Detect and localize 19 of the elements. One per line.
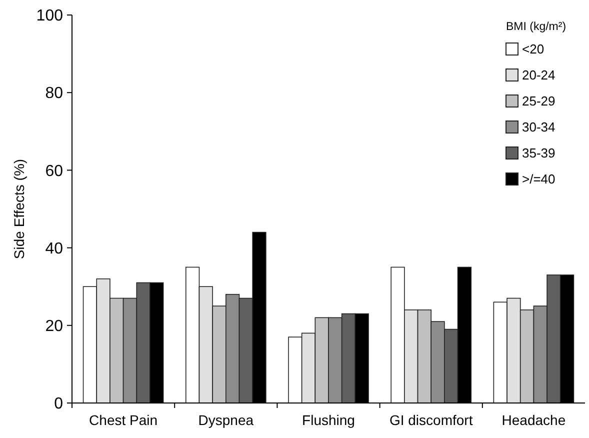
- y-tick-label: 20: [45, 318, 64, 335]
- y-axis-title: Side Effects (%): [11, 158, 27, 260]
- x-tick-label: GI discomfort: [389, 412, 473, 428]
- legend-label: 20-24: [522, 68, 556, 83]
- legend-label: 30-34: [522, 120, 556, 135]
- x-tick-label: Chest Pain: [89, 412, 158, 428]
- legend-label: <20: [522, 42, 544, 57]
- y-tick-label: 40: [45, 240, 64, 258]
- y-tick-label: 100: [36, 8, 64, 25]
- x-tick-label: Flushing: [302, 412, 355, 428]
- y-tick-label: 0: [54, 396, 64, 413]
- legend-label: 35-39: [522, 146, 556, 161]
- x-tick-label: Dyspnea: [198, 412, 254, 428]
- y-tick-label: 80: [45, 85, 64, 102]
- y-tick-label: 60: [45, 162, 64, 180]
- legend-title: BMI (kg/m²): [506, 21, 566, 33]
- legend-label: >/=40: [522, 172, 556, 187]
- x-tick-label: Headache: [502, 412, 566, 428]
- legend-label: 25-29: [522, 94, 556, 109]
